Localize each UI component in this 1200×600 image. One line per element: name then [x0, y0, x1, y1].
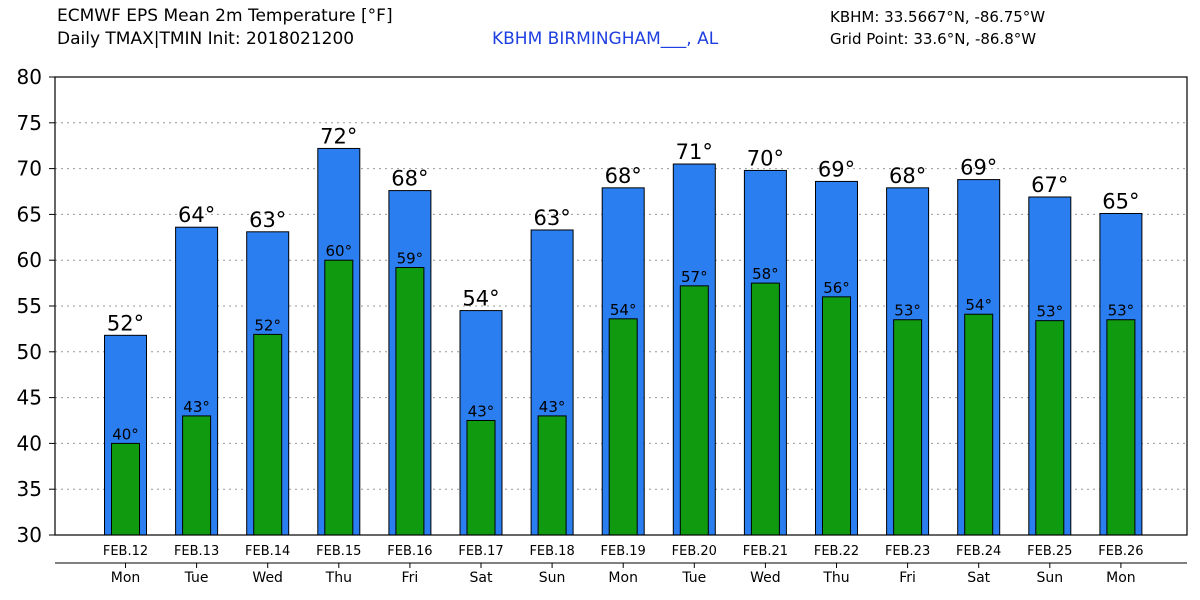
x-tick-label: FEB.16	[387, 544, 432, 559]
x-tick-label: FEB.13	[174, 544, 219, 559]
tmin-bar	[964, 313, 994, 536]
y-tick-label: 40	[17, 431, 42, 455]
x-tick-label: FEB.17	[458, 544, 503, 559]
tmin-label: 57°	[681, 268, 708, 286]
tmin-bar	[893, 319, 923, 536]
tmin-bar	[679, 285, 709, 536]
tmin-label: 43°	[183, 398, 210, 416]
x-tick-label: FEB.22	[814, 544, 859, 559]
x-tick-label: FEB.20	[672, 544, 717, 559]
y-tick-label: 60	[17, 248, 42, 272]
station-name: KBHM BIRMINGHAM___, AL	[492, 29, 719, 49]
tmax-label: 69°	[960, 156, 997, 180]
y-tick-label: 55	[17, 294, 42, 318]
y-tick-label: 35	[17, 477, 42, 501]
weekday-label: Tue	[681, 570, 706, 586]
y-tick-label: 50	[17, 340, 42, 364]
weekday-label: Sat	[967, 570, 990, 586]
tmin-bar	[253, 333, 283, 536]
tmin-label: 40°	[112, 425, 139, 443]
x-tick-label: FEB.12	[103, 544, 148, 559]
tmax-label: 68°	[605, 164, 642, 188]
tmax-label: 54°	[462, 287, 499, 311]
tmin-bar	[1035, 320, 1065, 536]
tmin-bar	[608, 318, 638, 536]
tmin-label: 53°	[1108, 302, 1135, 320]
weekday-label: Thu	[822, 570, 849, 586]
tmax-label: 63°	[533, 206, 570, 230]
chart-title: ECMWF EPS Mean 2m Temperature [°F]	[57, 6, 393, 26]
tmin-label: 58°	[752, 265, 779, 283]
tmax-label: 52°	[107, 311, 144, 335]
tmin-label: 60°	[326, 242, 353, 260]
tmax-label: 67°	[1031, 173, 1068, 197]
weekday-label: Wed	[750, 570, 781, 586]
tmin-bar	[822, 296, 851, 536]
x-tick-label: FEB.24	[956, 544, 1001, 559]
tmax-label: 63°	[249, 208, 286, 232]
weekday-label: Sat	[470, 570, 493, 586]
tmin-bar	[324, 259, 354, 536]
y-tick-label: 65	[17, 202, 42, 226]
tmin-bar	[750, 282, 780, 536]
weekday-label: Mon	[111, 570, 141, 586]
tmin-bar	[395, 267, 425, 536]
tmin-bar	[537, 415, 567, 536]
y-tick-label: 45	[17, 386, 42, 410]
tmax-label: 65°	[1102, 189, 1139, 213]
weekday-label: Wed	[252, 570, 283, 586]
tmin-bar	[182, 415, 212, 536]
x-tick-label: FEB.21	[743, 544, 788, 559]
tmax-label: 72°	[320, 124, 357, 148]
tmax-label: 64°	[178, 203, 215, 227]
weekday-label: Fri	[402, 570, 419, 586]
x-tick-label: FEB.25	[1027, 544, 1072, 559]
tmin-bar	[1106, 319, 1136, 536]
y-tick-label: 70	[17, 157, 42, 181]
tmax-label: 68°	[391, 167, 428, 191]
tmin-label: 53°	[894, 302, 921, 320]
x-tick-label: FEB.26	[1098, 544, 1143, 559]
tmin-bar	[466, 420, 496, 536]
x-tick-label: FEB.19	[601, 544, 646, 559]
tmin-label: 56°	[823, 279, 850, 297]
tmin-label: 54°	[610, 301, 637, 319]
x-tick-label: FEB.23	[885, 544, 930, 559]
plot-frame	[54, 76, 1188, 536]
weekday-label: Sun	[1036, 570, 1063, 586]
tmin-label: 43°	[539, 398, 566, 416]
tmax-label: 68°	[889, 164, 926, 188]
weekday-label: Thu	[325, 570, 352, 586]
weekday-label: Sun	[539, 570, 566, 586]
grid-point-coordinates: Grid Point: 33.6°N, -86.8°W	[830, 30, 1037, 48]
y-tick-label: 80	[17, 65, 42, 89]
weekday-label: Tue	[184, 570, 209, 586]
x-tick-label: FEB.18	[529, 544, 574, 559]
tmin-label: 54°	[965, 296, 992, 314]
chart-subtitle: Daily TMAX|TMIN Init: 2018021200	[57, 29, 355, 49]
tmax-label: 71°	[676, 140, 713, 164]
station-coordinates: KBHM: 33.5667°N, -86.75°W	[830, 8, 1046, 26]
weekday-label: Mon	[608, 570, 638, 586]
y-tick-label: 75	[17, 111, 42, 135]
tmin-label: 43°	[468, 403, 495, 421]
x-tick-label: FEB.14	[245, 544, 290, 559]
weekday-label: Fri	[899, 570, 916, 586]
y-tick-label: 30	[17, 523, 42, 547]
tmax-label: 69°	[818, 157, 855, 181]
weekday-label: Mon	[1106, 570, 1136, 586]
tmin-bar	[111, 442, 140, 536]
tmax-label: 70°	[747, 146, 784, 170]
tmin-label: 53°	[1037, 303, 1064, 321]
x-tick-label: FEB.15	[316, 544, 361, 559]
tmin-label: 52°	[254, 316, 281, 334]
tmin-label: 59°	[397, 250, 424, 268]
